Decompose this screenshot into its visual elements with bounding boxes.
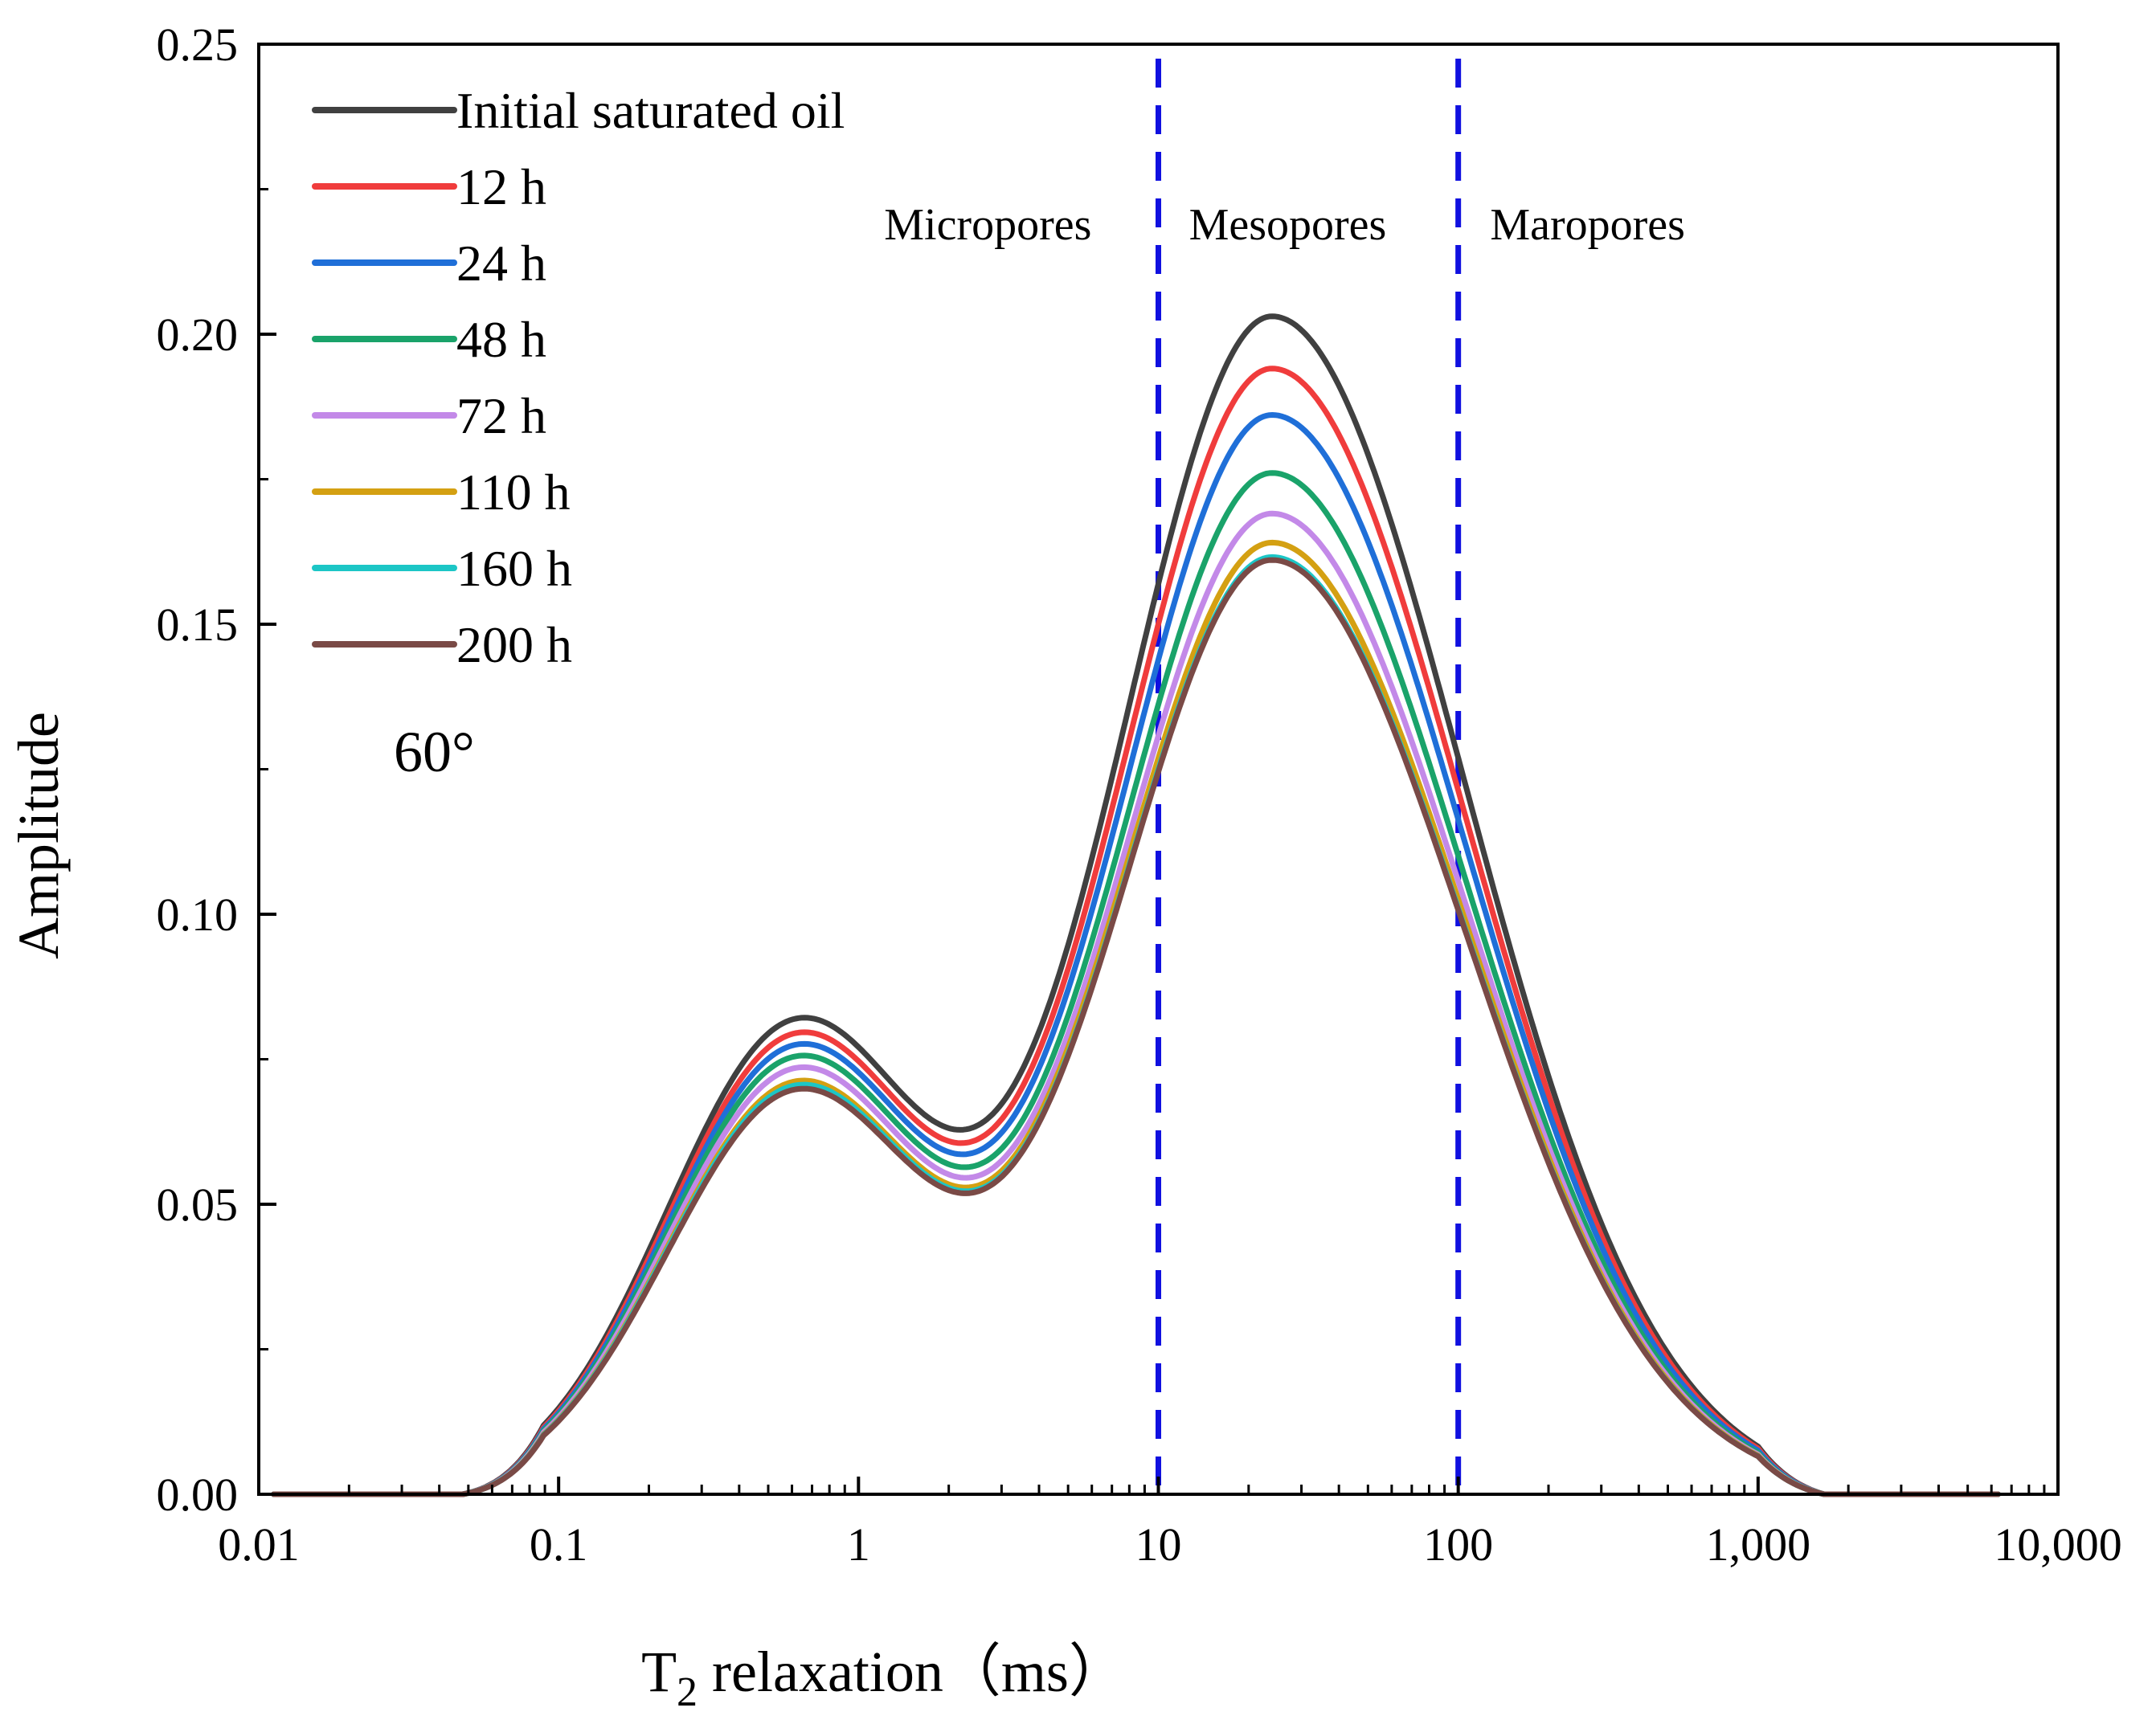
legend-label-1: 12 h bbox=[456, 158, 546, 215]
y-tick-label-2: 0.10 bbox=[157, 889, 239, 941]
y-tick-label-3: 0.15 bbox=[157, 599, 239, 651]
x-axis-title: T2 relaxation（ms） bbox=[641, 1640, 1127, 1715]
x-tick-label-3: 10 bbox=[1135, 1518, 1182, 1571]
series-lines bbox=[271, 313, 2001, 1497]
series-line-6 bbox=[271, 554, 2001, 1497]
region-label-2: Maropores bbox=[1490, 200, 1685, 250]
x-title-rest: relaxation（ms） bbox=[698, 1640, 1127, 1704]
region-label-1: Mesopores bbox=[1189, 200, 1387, 250]
x-title-main: T bbox=[641, 1640, 677, 1704]
y-axis-title: Amplitude bbox=[6, 712, 71, 959]
ticks bbox=[257, 43, 2060, 1496]
legend-label-4: 72 h bbox=[456, 387, 546, 444]
y-tick-label-5: 0.25 bbox=[157, 18, 239, 71]
y-tick-label-0: 0.00 bbox=[157, 1469, 239, 1521]
legend-label-2: 24 h bbox=[456, 235, 546, 292]
series-line-1 bbox=[271, 366, 2001, 1497]
x-title-subscript: 2 bbox=[677, 1669, 698, 1715]
legend-label-5: 110 h bbox=[456, 464, 571, 521]
x-tick-label-4: 100 bbox=[1423, 1518, 1493, 1571]
region-label-0: Micropores bbox=[884, 200, 1091, 250]
legend-label-0: Initial saturated oil bbox=[456, 82, 845, 139]
series-line-7 bbox=[271, 557, 2001, 1497]
legend-label-7: 200 h bbox=[456, 616, 572, 673]
legend: Initial saturated oil 12 h 24 h 48 h 72 h 110… bbox=[312, 82, 845, 673]
y-tick-label-1: 0.05 bbox=[157, 1179, 239, 1231]
y-tick-label-4: 0.20 bbox=[157, 308, 239, 361]
legend-label-3: 48 h bbox=[456, 311, 546, 368]
x-tick-label-1: 0.1 bbox=[530, 1518, 588, 1571]
x-tick-label-0: 0.01 bbox=[218, 1518, 300, 1571]
x-tick-label-2: 1 bbox=[847, 1518, 870, 1571]
tick-labels: 0.01 0.1 1 10 100 1,000 10,000 0.00 0.05 0.10 0.15… bbox=[157, 18, 2122, 1571]
region-labels: Micropores Mesopores Maropores bbox=[884, 200, 1685, 250]
x-tick-label-6: 10,000 bbox=[1994, 1518, 2122, 1571]
x-tick-label-5: 1,000 bbox=[1706, 1518, 1811, 1571]
angle-annotation: 60° bbox=[394, 720, 475, 784]
legend-label-6: 160 h bbox=[456, 540, 572, 597]
